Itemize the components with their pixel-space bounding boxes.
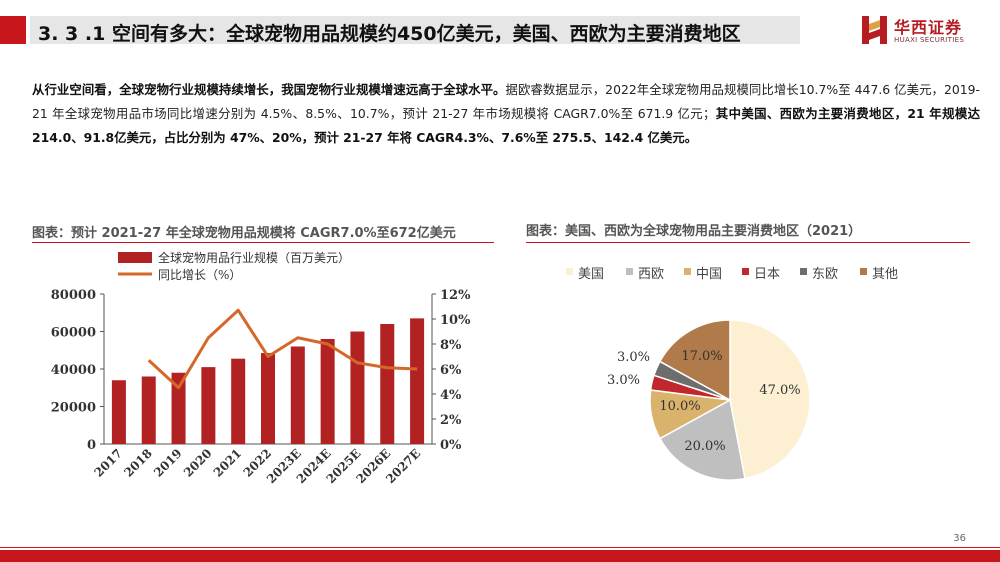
left-caption-underline xyxy=(32,242,494,243)
page-title: 3. 3 .1 空间有多大：全球宠物用品规模约450亿美元，美国、西欧为主要消费… xyxy=(38,23,741,45)
right-caption-underline xyxy=(526,242,970,243)
left-y-tick-label: 60000 xyxy=(51,326,96,341)
pie-data-label: 10.0% xyxy=(659,399,700,414)
pie-data-label: 20.0% xyxy=(684,439,725,454)
pie-legend-label: 日本 xyxy=(754,267,780,282)
logo-english-name: HUAXI SECURITIES xyxy=(894,36,965,44)
pie-data-label: 3.0% xyxy=(607,373,640,388)
left-y-tick-label: 40000 xyxy=(51,363,96,378)
pie-legend-swatch xyxy=(566,268,573,275)
right-chart-caption: 图表：美国、西欧为全球宠物用品主要消费地区（2021） xyxy=(526,224,862,239)
pie-legend-label: 中国 xyxy=(696,267,722,282)
bar-2021 xyxy=(231,358,246,444)
bar-2020 xyxy=(201,367,216,444)
summary-paragraph: 从行业空间看，全球宠物行业规模持续增长，我国宠物行业规模增速远高于全球水平。据欧… xyxy=(32,78,980,150)
bar-2024E xyxy=(320,339,335,444)
x-tick-label: 2021 xyxy=(211,446,245,480)
legend-bar-label: 全球宠物用品行业规模（百万美元） xyxy=(158,250,350,265)
pie-legend-swatch xyxy=(800,268,807,275)
left-chart-caption: 图表：预计 2021-27 年全球宠物用品规模将 CAGR7.0%至672亿美元 xyxy=(32,226,456,241)
bar-2026E xyxy=(380,324,395,444)
right-y-tick-label: 2% xyxy=(440,413,462,428)
pie-legend-swatch xyxy=(860,268,867,275)
right-y-tick-label: 6% xyxy=(440,363,462,378)
pie-data-label: 3.0% xyxy=(617,350,650,365)
right-y-tick-label: 8% xyxy=(440,338,462,353)
title-bar: 3. 3 .1 空间有多大：全球宠物用品规模约450亿美元，美国、西欧为主要消费… xyxy=(0,16,960,45)
pie-legend-swatch xyxy=(626,268,633,275)
pie-slice-东欧 xyxy=(652,360,731,401)
pie-legend-label: 东欧 xyxy=(812,267,838,282)
pie-slice-其他 xyxy=(658,319,731,402)
pie-legend-label: 其他 xyxy=(872,267,898,282)
left-y-tick-label: 0 xyxy=(87,438,96,453)
right-y-tick-label: 0% xyxy=(440,438,462,453)
market-size-combo-chart: 全球宠物用品行业规模（百万美元） 同比增长（%） 0 20000 40000 60000 8… xyxy=(51,250,471,486)
bar-2019 xyxy=(171,372,186,444)
x-tick-label: 2019 xyxy=(151,446,185,480)
legend-bar-swatch xyxy=(118,252,152,263)
paragraph-body: 据欧睿数据显示，2022年全球宠物用品规模同比增长10.7%至 447.6 亿美… xyxy=(32,82,981,121)
pie-slice-中国 xyxy=(649,389,733,440)
title-accent xyxy=(0,16,26,44)
pie-legend-swatch xyxy=(684,268,691,275)
company-logo: 华西证券 HUAXI SECURITIES xyxy=(860,12,990,52)
paragraph-second-bold: 其中美国、西欧为主要消费地区，21 年规模达214.0、91.8亿美元，占比分别… xyxy=(32,106,980,145)
right-y-tick-label: 4% xyxy=(440,388,462,403)
bar-2027E xyxy=(410,318,425,444)
pie-data-label: 17.0% xyxy=(681,349,722,364)
x-tick-label: 2017 xyxy=(92,446,126,480)
logo-chinese-name: 华西证券 xyxy=(894,18,963,37)
huaxi-logo-icon xyxy=(862,16,887,44)
bar-2017 xyxy=(111,380,126,444)
pie-slice-日本 xyxy=(649,374,731,401)
pie-legend-label: 美国 xyxy=(578,267,604,282)
pie-slice-西欧 xyxy=(658,398,746,481)
footer-bar xyxy=(0,550,1000,562)
legend-line-label: 同比增长（%） xyxy=(158,268,241,282)
bar-2023E xyxy=(290,346,305,444)
pie-legend-label: 西欧 xyxy=(638,267,664,282)
growth-rate-line xyxy=(147,308,418,390)
pie-legend-swatch xyxy=(742,268,749,275)
bar-2018 xyxy=(141,376,156,444)
left-y-tick-label: 80000 xyxy=(51,288,96,303)
x-tick-label: 2018 xyxy=(121,446,155,480)
pie-slice-美国 xyxy=(729,319,811,480)
pie-data-label: 47.0% xyxy=(759,383,800,398)
left-y-tick-label: 20000 xyxy=(51,401,96,416)
paragraph-lead-bold: 从行业空间看，全球宠物行业规模持续增长，我国宠物行业规模增速远高于全球水平。 xyxy=(32,82,506,97)
right-y-tick-label: 10% xyxy=(440,313,471,328)
x-tick-label: 2020 xyxy=(181,446,215,480)
right-y-tick-label: 12% xyxy=(440,288,471,303)
footer-divider xyxy=(0,547,1000,548)
bar-2022 xyxy=(261,353,275,444)
title-background xyxy=(30,16,800,44)
page-number: 36 xyxy=(953,533,966,544)
bar-2025E xyxy=(350,331,365,444)
